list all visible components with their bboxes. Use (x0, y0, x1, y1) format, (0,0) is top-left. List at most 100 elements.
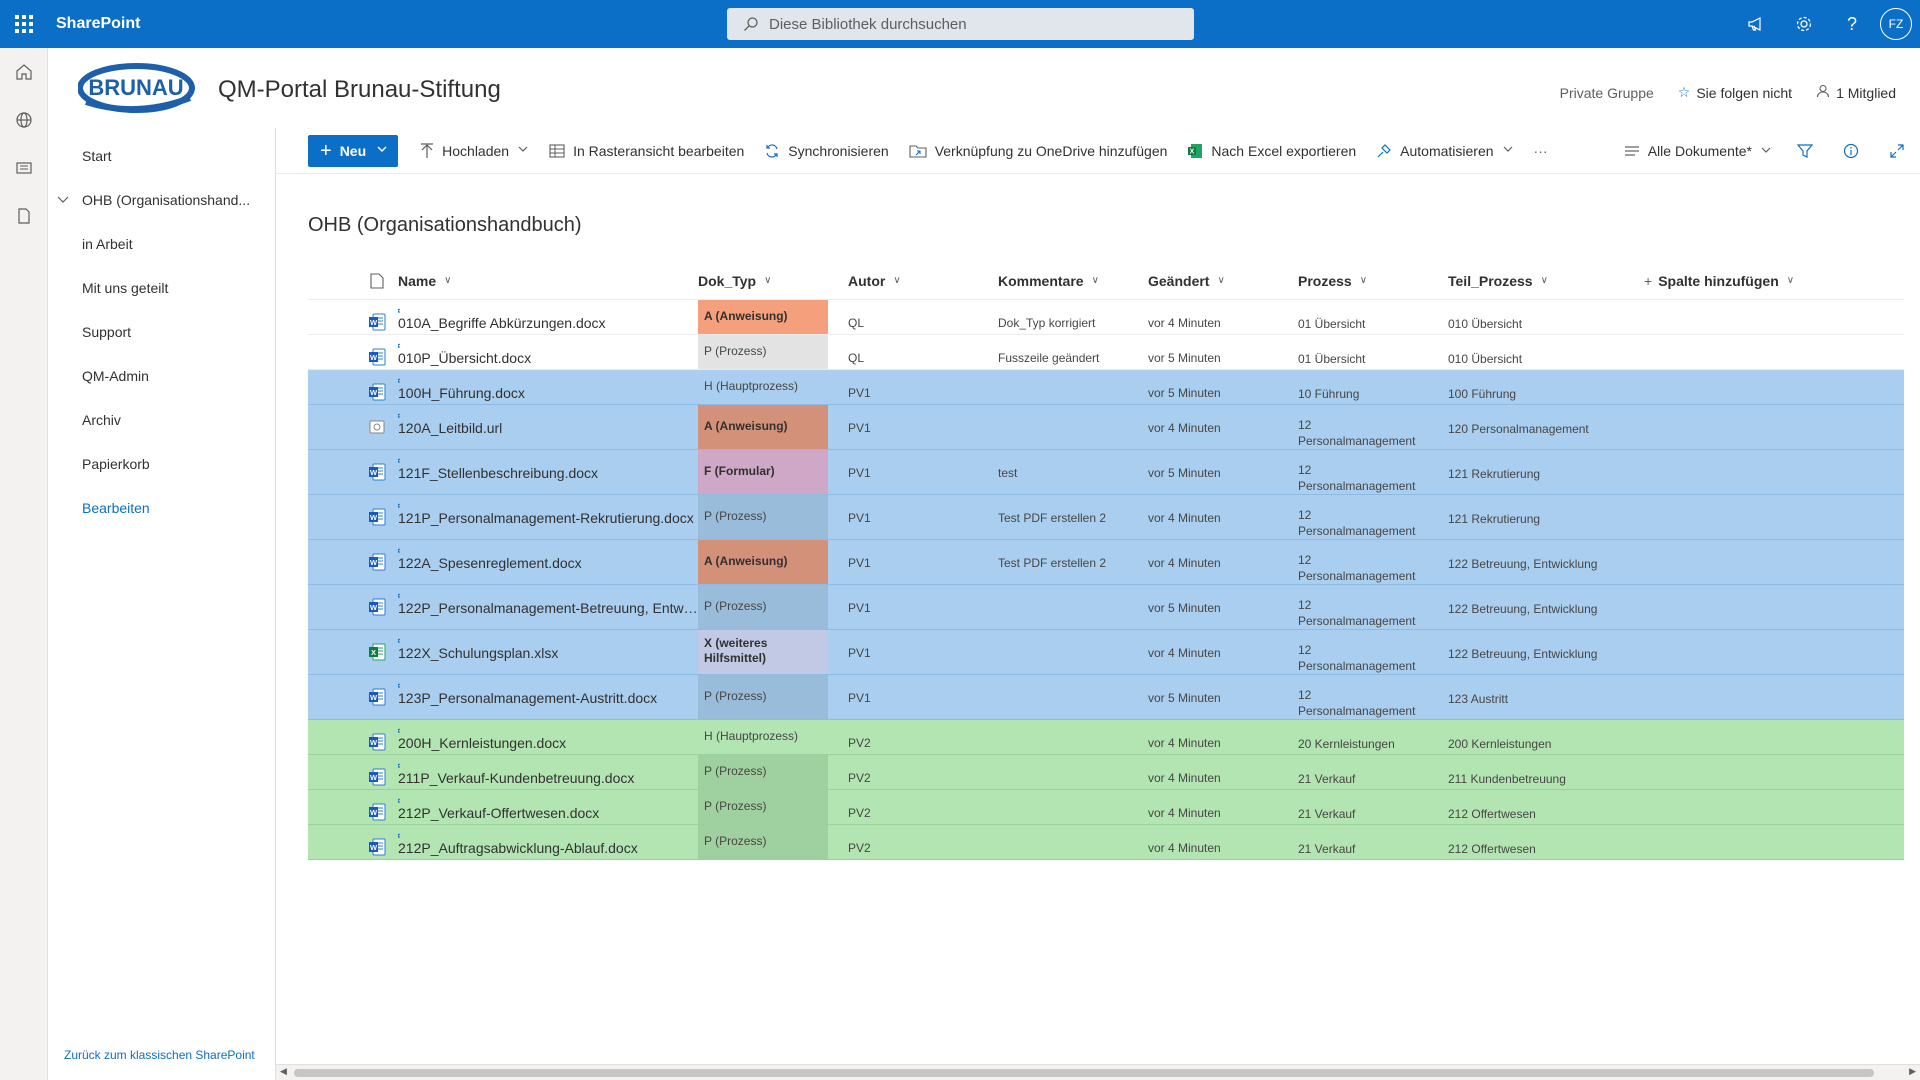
person-icon (1816, 84, 1830, 101)
row-checkbox[interactable] (308, 630, 356, 674)
table-row[interactable]: W✱123P_Personalmanagement-Austritt.docxP… (308, 675, 1904, 720)
gear-icon[interactable] (1780, 0, 1828, 48)
file-name-link[interactable]: ✱121F_Stellenbeschreibung.docx (398, 450, 698, 494)
nav-item-support[interactable]: Support (82, 324, 132, 340)
row-checkbox[interactable] (308, 755, 356, 789)
row-checkbox[interactable] (308, 300, 356, 334)
file-name-link[interactable]: ✱212P_Auftragsabwicklung-Ablauf.docx (398, 825, 698, 859)
row-checkbox[interactable] (308, 495, 356, 539)
upload-button[interactable]: Hochladen (410, 135, 539, 167)
nav-item-papierkorb[interactable]: Papierkorb (82, 456, 150, 472)
column-header-dok-typ[interactable]: Dok_Typ ∨ (698, 273, 848, 289)
site-title[interactable]: QM-Portal Brunau-Stiftung (218, 76, 501, 103)
grid-edit-button[interactable]: In Rasteransicht bearbeiten (539, 135, 754, 167)
new-button[interactable]: + Neu (308, 134, 399, 167)
row-checkbox[interactable] (308, 790, 356, 824)
chevron-down-icon[interactable] (56, 192, 74, 209)
file-name-link[interactable]: ✱122A_Spesenreglement.docx (398, 540, 698, 584)
megaphone-icon[interactable] (1732, 0, 1780, 48)
row-checkbox[interactable] (308, 825, 356, 859)
app-launcher-icon[interactable] (0, 0, 48, 48)
file-name-link[interactable]: ✱212P_Verkauf-Offertwesen.docx (398, 790, 698, 824)
file-name-link[interactable]: ✱121P_Personalmanagement-Rekrutierung.do… (398, 495, 698, 539)
classic-sharepoint-link[interactable]: Zurück zum klassischen SharePoint (64, 1048, 255, 1062)
avatar[interactable]: FZ (1880, 8, 1912, 40)
row-checkbox[interactable] (308, 405, 356, 449)
nav-item-qm-admin[interactable]: QM-Admin (82, 368, 149, 384)
file-name-link[interactable]: ✱120A_Leitbild.url (398, 405, 698, 449)
file-name-link[interactable]: ✱200H_Kernleistungen.docx (398, 720, 698, 754)
nav-item-ohb[interactable]: OHB (Organisationshand... (48, 178, 275, 222)
file-name-link[interactable]: ✱123P_Personalmanagement-Austritt.docx (398, 675, 698, 719)
news-icon[interactable] (0, 144, 48, 192)
column-header-autor[interactable]: Autor ∨ (848, 273, 998, 289)
globe-icon[interactable] (0, 96, 48, 144)
sync-button[interactable]: Synchronisieren (754, 135, 898, 167)
automate-button[interactable]: Automatisieren (1366, 135, 1523, 167)
excel-export-button[interactable]: X Nach Excel exportieren (1177, 135, 1366, 167)
column-header-prozess[interactable]: Prozess ∨ (1298, 273, 1448, 289)
row-checkbox[interactable] (308, 450, 356, 494)
nav-item-mit-uns-geteilt[interactable]: Mit uns geteilt (82, 280, 169, 296)
add-column-button[interactable]: + Spalte hinzufügen ∨ (1644, 273, 1904, 289)
view-switcher[interactable]: Alle Dokumente* (1614, 135, 1782, 167)
expand-icon[interactable] (1874, 135, 1920, 167)
dok-typ-cell: P (Prozess) (698, 495, 848, 539)
app-name[interactable]: SharePoint (56, 15, 141, 32)
row-checkbox[interactable] (308, 675, 356, 719)
file-name-link[interactable]: ✱122P_Personalmanagement-Betreuung, Entw… (398, 585, 698, 629)
more-commands-button[interactable]: ··· (1533, 142, 1548, 159)
nav-item-start[interactable]: Start (82, 148, 112, 164)
row-checkbox[interactable] (308, 335, 356, 369)
row-checkbox[interactable] (308, 370, 356, 404)
file-name-link[interactable]: ✱010A_Begriffe Abkürzungen.docx (398, 300, 698, 334)
column-header-kommentare[interactable]: Kommentare ∨ (998, 273, 1148, 289)
row-checkbox[interactable] (308, 720, 356, 754)
onedrive-shortcut-button[interactable]: Verknüpfung zu OneDrive hinzufügen (899, 135, 1178, 167)
search-box[interactable]: Diese Bibliothek durchsuchen (727, 8, 1194, 40)
members-button[interactable]: 1 Mitglied (1816, 84, 1896, 101)
scroll-left-icon[interactable]: ◀ (280, 1066, 287, 1076)
document-icon[interactable] (0, 192, 48, 240)
home-icon[interactable] (0, 48, 48, 96)
scrollbar-thumb[interactable] (294, 1069, 1874, 1077)
row-checkbox[interactable] (308, 585, 356, 629)
column-header-name[interactable]: Name ∨ (398, 273, 698, 289)
filter-icon[interactable] (1782, 135, 1828, 167)
table-row[interactable]: W ✱121P_Personalmanagement-Rekrutierung.d… (308, 495, 1904, 540)
dok-typ-badge: F (Formular) (698, 450, 828, 494)
info-icon[interactable] (1828, 135, 1874, 167)
help-icon[interactable]: ? (1846, 13, 1857, 34)
follow-button[interactable]: ☆ Sie folgen nicht (1678, 84, 1792, 101)
table-row[interactable]: W ✱122P_Personalmanagement-Betreuung, Ent… (308, 585, 1904, 630)
row-checkbox[interactable] (308, 540, 356, 584)
prozess-cell: 01 Übersicht (1298, 317, 1366, 331)
site-logo[interactable]: BRUNAU (78, 62, 196, 114)
file-name-link[interactable]: ✱211P_Verkauf-Kundenbetreuung.docx (398, 755, 698, 789)
library-title[interactable]: OHB (Organisationshandbuch) (308, 214, 582, 236)
kommentare-cell (998, 755, 1148, 789)
file-type-header-icon[interactable] (356, 272, 398, 289)
nav-edit-link[interactable]: Bearbeiten (82, 500, 150, 516)
file-name-link[interactable]: ✱100H_Führung.docx (398, 370, 698, 404)
column-header-teil-prozess[interactable]: Teil_Prozess ∨ (1448, 273, 1644, 289)
column-header-geaendert[interactable]: Geändert ∨ (1148, 273, 1298, 289)
nav-item-archiv[interactable]: Archiv (82, 412, 121, 428)
empty-cell (1644, 675, 1904, 719)
file-name-link[interactable]: ✱122X_Schulungsplan.xlsx (398, 630, 698, 674)
scroll-right-icon[interactable]: ▶ (1909, 1066, 1916, 1076)
nav-item-in-arbeit[interactable]: in Arbeit (82, 236, 133, 252)
file-name-link[interactable]: ✱010P_Übersicht.docx (398, 335, 698, 369)
horizontal-scrollbar[interactable]: ◀ ▶ (276, 1064, 1920, 1080)
